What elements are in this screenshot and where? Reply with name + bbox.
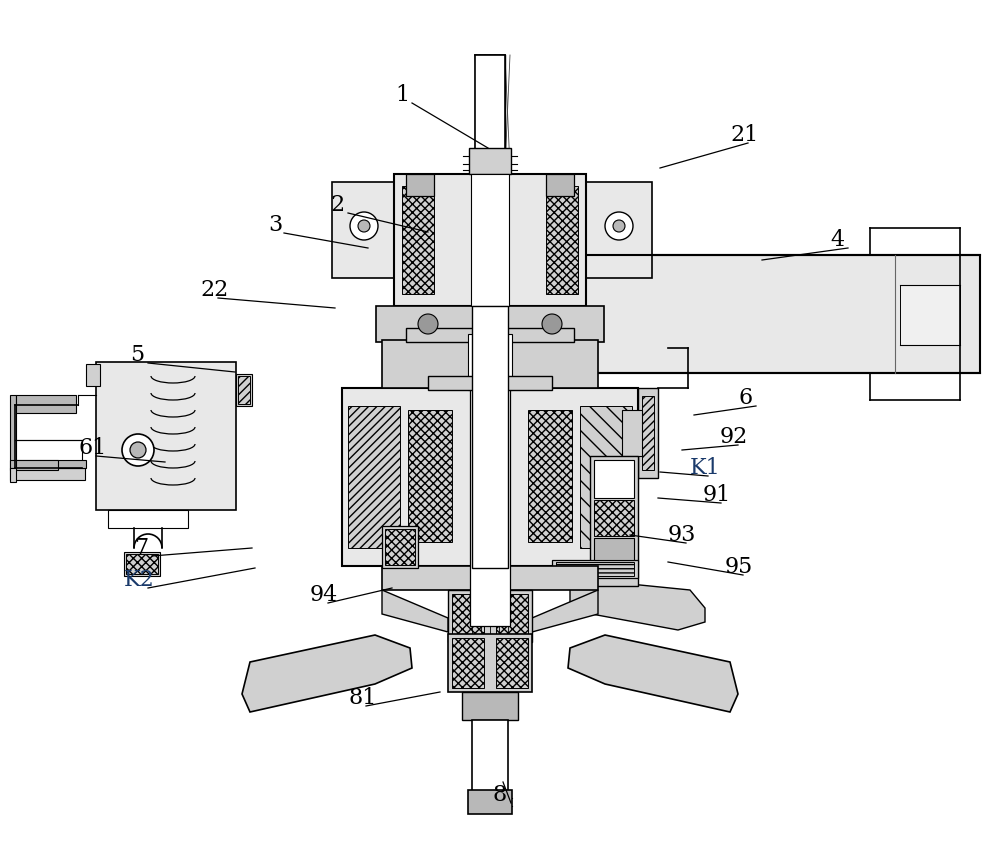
Bar bbox=[472, 306, 508, 568]
Bar bbox=[462, 692, 518, 720]
Bar bbox=[16, 395, 76, 413]
Text: K2: K2 bbox=[124, 569, 155, 591]
Bar bbox=[475, 55, 505, 223]
Text: 93: 93 bbox=[668, 524, 696, 546]
Bar bbox=[236, 374, 252, 406]
Polygon shape bbox=[568, 635, 738, 712]
Bar bbox=[86, 364, 100, 386]
Polygon shape bbox=[382, 590, 448, 632]
Bar bbox=[394, 174, 586, 306]
Bar bbox=[552, 560, 638, 578]
Text: 22: 22 bbox=[200, 279, 228, 301]
Bar bbox=[586, 182, 652, 278]
Bar bbox=[556, 562, 634, 576]
Bar bbox=[124, 552, 160, 576]
Bar bbox=[408, 410, 452, 542]
Circle shape bbox=[122, 434, 154, 466]
Bar bbox=[15, 440, 82, 468]
Bar bbox=[500, 255, 980, 373]
Text: 8: 8 bbox=[493, 784, 507, 806]
Bar bbox=[402, 186, 434, 294]
Bar bbox=[496, 638, 528, 688]
Bar bbox=[594, 460, 634, 498]
Polygon shape bbox=[570, 578, 705, 630]
Bar bbox=[642, 396, 654, 470]
Bar bbox=[496, 594, 528, 638]
Bar bbox=[638, 388, 658, 478]
Text: 61: 61 bbox=[78, 437, 106, 459]
Circle shape bbox=[358, 220, 370, 232]
Bar bbox=[474, 490, 506, 526]
Text: 94: 94 bbox=[310, 584, 338, 606]
Bar bbox=[580, 406, 632, 548]
Bar bbox=[468, 334, 512, 390]
Bar bbox=[10, 460, 86, 468]
Bar bbox=[471, 174, 509, 306]
Circle shape bbox=[418, 314, 438, 334]
Bar bbox=[528, 410, 572, 542]
Text: K1: K1 bbox=[690, 457, 721, 479]
Bar bbox=[108, 510, 188, 528]
Circle shape bbox=[350, 212, 378, 240]
Text: 7: 7 bbox=[134, 537, 148, 559]
Bar bbox=[469, 148, 511, 174]
Bar bbox=[474, 330, 506, 366]
Text: 6: 6 bbox=[738, 387, 752, 409]
Text: 1: 1 bbox=[395, 84, 409, 106]
Bar bbox=[900, 285, 960, 345]
Bar bbox=[342, 388, 638, 566]
Bar bbox=[382, 340, 598, 388]
Text: 4: 4 bbox=[830, 229, 844, 251]
Bar bbox=[406, 328, 574, 342]
Bar bbox=[96, 362, 236, 510]
Bar bbox=[472, 720, 508, 792]
Bar bbox=[470, 388, 510, 626]
Bar bbox=[546, 186, 578, 294]
Bar bbox=[622, 410, 642, 456]
Text: 95: 95 bbox=[725, 556, 753, 578]
Bar bbox=[16, 460, 58, 470]
Bar bbox=[385, 529, 415, 565]
Bar bbox=[428, 376, 552, 390]
Bar bbox=[348, 406, 400, 548]
Polygon shape bbox=[532, 590, 598, 632]
Bar bbox=[452, 594, 484, 638]
Text: 2: 2 bbox=[330, 194, 344, 216]
Bar bbox=[376, 306, 604, 342]
Bar bbox=[10, 468, 16, 482]
Bar bbox=[590, 456, 638, 586]
Bar bbox=[594, 538, 634, 560]
Text: 92: 92 bbox=[720, 426, 748, 448]
Bar bbox=[452, 638, 484, 688]
Bar bbox=[238, 376, 250, 404]
Text: 3: 3 bbox=[268, 214, 282, 236]
Circle shape bbox=[605, 212, 633, 240]
Bar bbox=[10, 468, 85, 480]
Polygon shape bbox=[242, 635, 412, 712]
Bar bbox=[126, 554, 158, 574]
Bar bbox=[546, 174, 574, 196]
Bar bbox=[406, 174, 434, 196]
Bar bbox=[382, 526, 418, 568]
Bar bbox=[448, 634, 532, 692]
Circle shape bbox=[613, 220, 625, 232]
Text: 91: 91 bbox=[703, 484, 731, 506]
Bar bbox=[594, 500, 634, 536]
Circle shape bbox=[542, 314, 562, 334]
Bar bbox=[478, 358, 502, 400]
Bar bbox=[10, 395, 16, 470]
Bar bbox=[468, 790, 512, 814]
Text: 21: 21 bbox=[730, 124, 758, 146]
Circle shape bbox=[130, 442, 146, 458]
Text: 5: 5 bbox=[130, 344, 144, 366]
Text: 81: 81 bbox=[348, 687, 376, 709]
Bar bbox=[382, 566, 598, 590]
Bar bbox=[448, 590, 532, 642]
Bar bbox=[332, 182, 398, 278]
